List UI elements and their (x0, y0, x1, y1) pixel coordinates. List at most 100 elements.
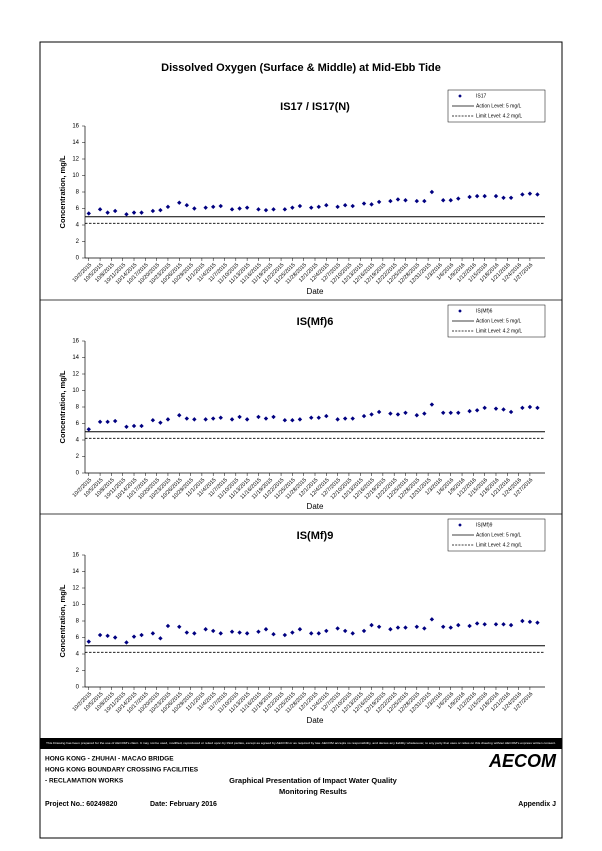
data-point (229, 207, 235, 212)
y-tick-label: 12 (72, 586, 79, 592)
data-point (388, 411, 393, 416)
data-point (177, 413, 182, 418)
data-point (535, 620, 540, 625)
data-point (508, 622, 514, 628)
data-point (210, 204, 216, 210)
legend-marker (458, 309, 462, 313)
data-point (263, 416, 269, 421)
data-point (165, 417, 171, 422)
data-point (131, 210, 137, 215)
y-tick-label: 10 (72, 173, 79, 179)
data-point (309, 631, 314, 636)
project-no: Project No.: 60249820 (45, 801, 117, 808)
data-point (256, 414, 261, 420)
data-point (376, 409, 382, 415)
data-point (131, 634, 137, 639)
data-point (309, 415, 314, 420)
data-point (203, 205, 208, 210)
data-point (388, 198, 393, 204)
data-point (474, 408, 480, 413)
data-point (263, 627, 269, 632)
data-point (414, 624, 420, 629)
legend-marker (458, 523, 462, 527)
data-point (501, 622, 506, 627)
legend-label: Action Level: 5 mg/L (476, 318, 522, 324)
y-tick-label: 8 (76, 405, 80, 411)
x-axis-label: Date (307, 716, 324, 725)
data-point (456, 196, 461, 201)
legend-label: IS17 (476, 93, 487, 99)
y-tick-label: 8 (76, 190, 80, 196)
data-point (297, 203, 303, 209)
data-point (493, 406, 499, 411)
chart: IS17 / IS17(N)024681012141610/2/201510/5… (58, 89, 546, 296)
data-point (342, 203, 348, 208)
data-point (456, 410, 461, 415)
data-point (184, 203, 190, 208)
appendix: Appendix J (518, 801, 556, 808)
data-point (508, 195, 514, 200)
data-point (86, 211, 91, 216)
data-point (482, 193, 487, 199)
data-point (97, 632, 103, 638)
data-point (158, 207, 163, 213)
data-point (414, 198, 420, 204)
data-point (97, 207, 103, 212)
y-tick-label: 14 (72, 355, 79, 361)
data-point (86, 427, 91, 432)
data-point (184, 630, 190, 635)
data-point (403, 410, 408, 415)
data-point (456, 622, 461, 628)
data-point (192, 631, 197, 636)
data-point (527, 404, 533, 410)
data-point (501, 195, 506, 200)
chart: IS(Mf)9024681012141610/2/201510/5/201510… (40, 513, 562, 725)
y-axis-label: Concentration, mg/L (58, 584, 67, 657)
data-point (316, 204, 321, 210)
data-point (290, 418, 295, 423)
page-title: Dissolved Oxygen (Surface & Middle) at M… (161, 62, 441, 74)
chart-title: IS17 / IS17(N) (280, 101, 350, 113)
data-point (112, 635, 118, 640)
data-point (527, 619, 533, 625)
data-point (493, 193, 499, 199)
data-point (403, 198, 408, 203)
y-tick-label: 6 (76, 206, 80, 212)
chart-title: IS(Mf)9 (297, 530, 334, 542)
data-point (369, 622, 374, 628)
data-point (520, 618, 525, 624)
data-point (403, 625, 408, 630)
data-point (124, 212, 129, 217)
legend-label: Limit Level: 4.2 mg/L (476, 542, 522, 548)
data-point (139, 210, 144, 215)
data-point (482, 405, 487, 411)
data-point (448, 198, 453, 203)
data-point (474, 193, 480, 199)
data-point (527, 191, 533, 196)
data-point (350, 416, 355, 421)
data-point (324, 413, 329, 419)
data-point (342, 416, 348, 421)
legend-label: Action Level: 5 mg/L (476, 532, 522, 538)
legend-label: IS(Mf)6 (476, 308, 493, 314)
legend-label: Limit Level: 4.2 mg/L (476, 113, 522, 119)
legend-label: IS(Mf)9 (476, 522, 493, 528)
y-axis-label: Concentration, mg/L (58, 370, 67, 443)
data-point (282, 207, 288, 212)
data-point (86, 639, 91, 644)
data-point (165, 204, 171, 210)
y-tick-label: 2 (76, 239, 80, 245)
data-point (237, 414, 242, 420)
data-point (263, 207, 269, 213)
data-point (467, 408, 472, 414)
data-point (361, 413, 367, 419)
chart-title: IS(Mf)6 (297, 316, 334, 328)
data-point (316, 631, 321, 636)
data-point (429, 402, 435, 407)
data-point (218, 203, 223, 209)
data-point (535, 192, 540, 197)
y-tick-label: 6 (76, 635, 80, 641)
data-point (388, 627, 393, 632)
data-point (124, 424, 129, 429)
